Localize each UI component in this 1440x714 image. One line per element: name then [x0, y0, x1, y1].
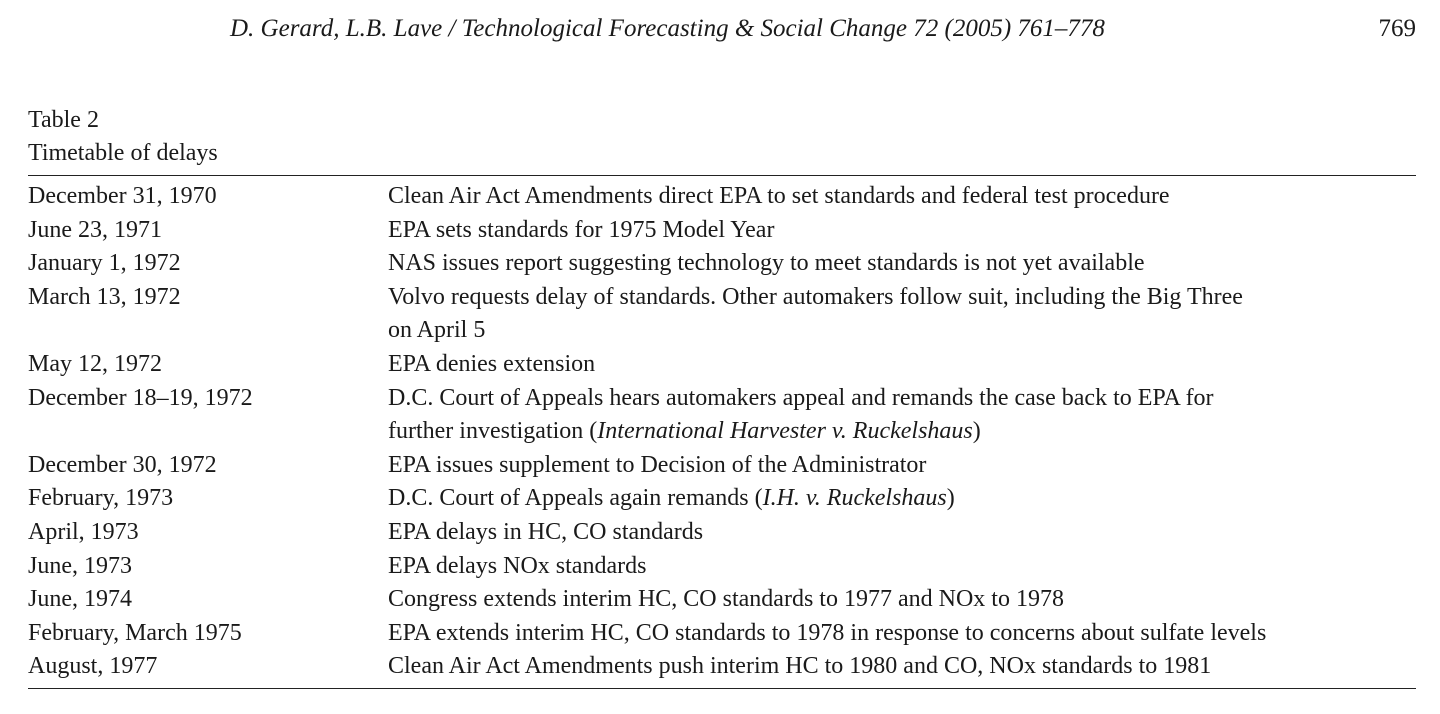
row-event: EPA denies extension: [388, 348, 1428, 382]
event-text: EPA delays in HC, CO standards: [388, 518, 704, 545]
row-event: EPA extends interim HC, CO standards to …: [388, 617, 1428, 651]
table-body: December 31, 1970 Clean Air Act Amendment…: [28, 180, 1428, 684]
page-number: 769: [1378, 15, 1417, 42]
event-line: Clean Air Act Amendments push interim HC…: [388, 650, 1428, 684]
table-row: December 31, 1970 Clean Air Act Amendment…: [28, 180, 1428, 214]
table-label: Table 2: [28, 107, 99, 133]
row-date: August, 1977: [28, 653, 158, 680]
event-line: Congress extends interim HC, CO standard…: [388, 583, 1428, 617]
table-row: June, 1974 Congress extends interim HC, C…: [28, 583, 1428, 617]
case-name: International Harvester v. Ruckelshaus: [597, 418, 973, 445]
event-text: EPA sets standards for 1975 Model Year: [388, 216, 775, 243]
event-text: EPA denies extension: [388, 350, 596, 377]
running-title: D. Gerard, L.B. Lave / Technological For…: [230, 15, 1105, 42]
table-top-rule: [28, 175, 1416, 176]
row-date: December 31, 1970: [28, 183, 217, 209]
table-row: January 1, 1972 NAS issues report suggest…: [28, 247, 1428, 281]
row-date: December 18–19, 1972: [28, 384, 253, 411]
row-date: March 13, 1972: [28, 283, 181, 310]
event-line: NAS issues report suggesting technology …: [388, 247, 1428, 281]
row-event: EPA delays NOx standards: [388, 550, 1428, 584]
event-text: Volvo requests delay of standards. Other…: [388, 283, 1243, 310]
running-head: D. Gerard, L.B. Lave / Technological For…: [0, 15, 1440, 55]
table-caption: Table 2 Timetable of delays: [28, 104, 218, 170]
row-event: Congress extends interim HC, CO standard…: [388, 583, 1428, 617]
event-text: Congress extends interim HC, CO standard…: [388, 586, 1064, 613]
timetable-of-delays: December 31, 1970 Clean Air Act Amendment…: [28, 180, 1428, 684]
row-event: EPA sets standards for 1975 Model Year: [388, 214, 1428, 248]
row-date: December 30, 1972: [28, 451, 217, 478]
row-date: June 23, 1971: [28, 216, 162, 243]
event-line: on April 5: [388, 314, 1428, 348]
event-text: Clean Air Act Amendments push interim HC…: [388, 653, 1212, 680]
event-line: Clean Air Act Amendments direct EPA to s…: [388, 180, 1428, 214]
table-row: May 12, 1972 EPA denies extension: [28, 348, 1428, 382]
row-event: Volvo requests delay of standards. Other…: [388, 281, 1428, 348]
table-row: March 13, 1972 Volvo requests delay of st…: [28, 281, 1428, 348]
event-line: further investigation (International Har…: [388, 415, 1428, 449]
row-event: Clean Air Act Amendments direct EPA to s…: [388, 180, 1428, 214]
event-line: EPA delays NOx standards: [388, 550, 1428, 584]
event-text: NAS issues report suggesting technology …: [388, 250, 1145, 277]
row-event: D.C. Court of Appeals again remands (I.H…: [388, 482, 1428, 516]
event-line: EPA delays in HC, CO standards: [388, 516, 1428, 550]
event-text: D.C. Court of Appeals again remands (: [388, 485, 763, 512]
event-text: D.C. Court of Appeals hears automakers a…: [388, 384, 1214, 411]
event-line: EPA issues supplement to Decision of the…: [388, 449, 1428, 483]
event-text: on April 5: [388, 317, 486, 344]
row-event: EPA issues supplement to Decision of the…: [388, 449, 1428, 483]
row-date: June, 1973: [28, 552, 132, 579]
row-date: February, March 1975: [28, 619, 242, 646]
event-line: EPA denies extension: [388, 348, 1428, 382]
event-line: Volvo requests delay of standards. Other…: [388, 281, 1428, 315]
event-text: EPA delays NOx standards: [388, 552, 647, 579]
event-text: ): [972, 418, 981, 445]
event-line: EPA sets standards for 1975 Model Year: [388, 214, 1428, 248]
row-event: NAS issues report suggesting technology …: [388, 247, 1428, 281]
row-date: February, 1973: [28, 485, 174, 512]
event-line: EPA extends interim HC, CO standards to …: [388, 617, 1428, 651]
event-text: ): [946, 485, 955, 512]
case-name: I.H. v. Ruckelshaus: [762, 485, 947, 512]
row-date: June, 1974: [28, 586, 132, 613]
table-row: June, 1973 EPA delays NOx standards: [28, 550, 1428, 584]
row-event: Clean Air Act Amendments push interim HC…: [388, 650, 1428, 684]
row-event: EPA delays in HC, CO standards: [388, 516, 1428, 550]
event-line: D.C. Court of Appeals hears automakers a…: [388, 382, 1428, 416]
event-line: D.C. Court of Appeals again remands (I.H…: [388, 482, 1428, 516]
row-date: May 12, 1972: [28, 350, 162, 377]
table-row: December 18–19, 1972 D.C. Court of Appeal…: [28, 382, 1428, 449]
table-row: June 23, 1971 EPA sets standards for 1975…: [28, 214, 1428, 248]
table-row: April, 1973 EPA delays in HC, CO standard…: [28, 516, 1428, 550]
row-event: D.C. Court of Appeals hears automakers a…: [388, 382, 1428, 449]
table-title: Timetable of delays: [28, 140, 218, 166]
row-date: January 1, 1972: [28, 250, 181, 277]
event-text: further investigation (: [388, 418, 598, 445]
table-row: August, 1977 Clean Air Act Amendments pus…: [28, 650, 1428, 684]
table-row: February, 1973 D.C. Court of Appeals agai…: [28, 482, 1428, 516]
event-text: EPA issues supplement to Decision of the…: [388, 451, 927, 478]
table-bottom-rule: [28, 688, 1416, 689]
event-text: Clean Air Act Amendments direct EPA to s…: [388, 183, 1170, 209]
event-text: EPA extends interim HC, CO standards to …: [388, 619, 1267, 646]
table-row: February, March 1975 EPA extends interim …: [28, 617, 1428, 651]
table-row: December 30, 1972 EPA issues supplement t…: [28, 449, 1428, 483]
row-date: April, 1973: [28, 518, 139, 545]
